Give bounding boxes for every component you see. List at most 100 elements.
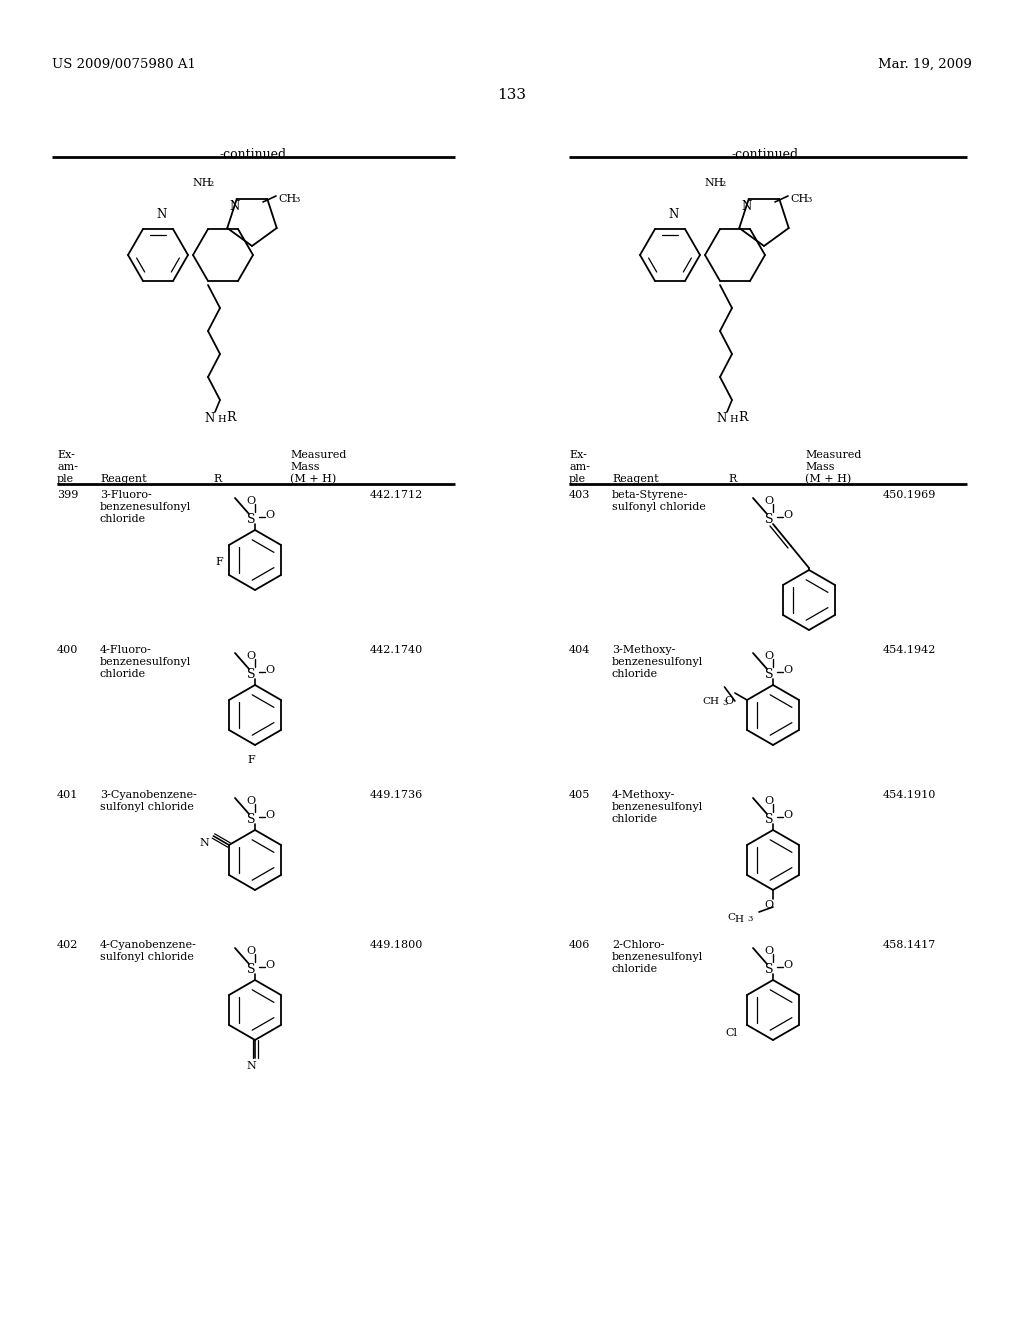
Text: 3: 3 [746,915,753,923]
Text: S: S [247,668,255,681]
Text: 3: 3 [806,195,811,205]
Text: O: O [783,810,793,820]
Text: 2: 2 [720,180,725,187]
Text: 3: 3 [294,195,299,205]
Text: S: S [247,513,255,525]
Text: am-: am- [57,462,78,473]
Text: Reagent: Reagent [612,474,658,484]
Text: O: O [247,946,256,956]
Text: Measured: Measured [805,450,861,459]
Text: NH: NH [193,178,212,187]
Text: 399: 399 [57,490,79,500]
Text: R: R [729,474,737,484]
Text: chloride: chloride [612,814,658,824]
Text: S: S [247,964,255,975]
Text: H: H [734,915,743,924]
Text: O: O [783,665,793,675]
Text: 133: 133 [498,88,526,102]
Text: O: O [265,510,274,520]
Text: 400: 400 [57,645,79,655]
Text: 402: 402 [57,940,79,950]
Text: 4-Methoxy-: 4-Methoxy- [612,789,676,800]
Text: O: O [765,900,773,909]
Text: Mass: Mass [290,462,319,473]
Text: H: H [217,414,225,424]
Text: S: S [247,813,255,826]
Text: 4-Fluoro-: 4-Fluoro- [100,645,152,655]
Text: 4-Cyanobenzene-: 4-Cyanobenzene- [100,940,197,950]
Text: 449.1736: 449.1736 [370,789,423,800]
Text: R: R [226,411,236,424]
Text: benzenesulfonyl: benzenesulfonyl [100,502,191,512]
Text: sulfonyl chloride: sulfonyl chloride [100,952,194,962]
Text: -continued: -continued [219,148,287,161]
Text: 442.1740: 442.1740 [370,645,423,655]
Text: 454.1942: 454.1942 [883,645,936,655]
Text: sulfonyl chloride: sulfonyl chloride [612,502,706,512]
Text: N: N [157,209,167,222]
Text: benzenesulfonyl: benzenesulfonyl [612,657,703,667]
Text: N: N [741,201,752,214]
Text: Ex-: Ex- [569,450,587,459]
Text: NH: NH [705,178,724,187]
Text: 405: 405 [569,789,591,800]
Text: H: H [729,414,737,424]
Text: (M + H): (M + H) [805,474,851,484]
Text: N: N [669,209,679,222]
Text: O: O [247,651,256,661]
Text: F: F [215,557,223,568]
Text: 406: 406 [569,940,591,950]
Text: O: O [247,796,256,807]
Text: Mar. 19, 2009: Mar. 19, 2009 [879,58,972,71]
Text: Cl: Cl [725,1028,737,1038]
Text: R: R [738,411,748,424]
Text: 450.1969: 450.1969 [883,490,936,500]
Text: 3-Cyanobenzene-: 3-Cyanobenzene- [100,789,197,800]
Text: am-: am- [569,462,590,473]
Text: N: N [205,412,215,425]
Text: S: S [765,964,773,975]
Text: N: N [246,1061,256,1071]
Text: 458.1417: 458.1417 [883,940,936,950]
Text: O: O [765,946,773,956]
Text: US 2009/0075980 A1: US 2009/0075980 A1 [52,58,196,71]
Text: chloride: chloride [612,964,658,974]
Text: O: O [765,496,773,506]
Text: S: S [765,813,773,826]
Text: O: O [783,960,793,970]
Text: O: O [765,651,773,661]
Text: chloride: chloride [100,513,146,524]
Text: F: F [247,755,255,766]
Text: 3-Fluoro-: 3-Fluoro- [100,490,152,500]
Text: ple: ple [57,474,74,484]
Text: N: N [229,201,240,214]
Text: CH: CH [702,697,719,706]
Text: O: O [265,960,274,970]
Text: 449.1800: 449.1800 [370,940,423,950]
Text: 2: 2 [208,180,213,187]
Text: O: O [247,496,256,506]
Text: benzenesulfonyl: benzenesulfonyl [100,657,191,667]
Text: N: N [200,837,210,847]
Text: CH: CH [278,194,296,205]
Text: S: S [765,513,773,525]
Text: Mass: Mass [805,462,835,473]
Text: N: N [717,412,727,425]
Text: chloride: chloride [100,669,146,678]
Text: beta-Styrene-: beta-Styrene- [612,490,688,500]
Text: 3: 3 [723,700,728,708]
Text: 442.1712: 442.1712 [370,490,423,500]
Text: O: O [765,796,773,807]
Text: -continued: -continued [731,148,799,161]
Text: 401: 401 [57,789,79,800]
Text: CH: CH [790,194,808,205]
Text: O: O [265,810,274,820]
Text: Measured: Measured [290,450,346,459]
Text: O: O [724,696,733,706]
Text: Reagent: Reagent [100,474,146,484]
Text: benzenesulfonyl: benzenesulfonyl [612,803,703,812]
Text: S: S [765,668,773,681]
Text: 403: 403 [569,490,591,500]
Text: (M + H): (M + H) [290,474,336,484]
Text: R: R [214,474,222,484]
